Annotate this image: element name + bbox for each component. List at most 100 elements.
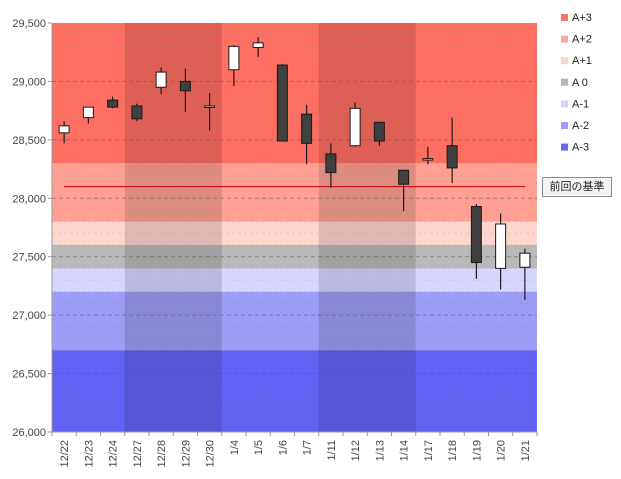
x-tick-label: 1/7 (302, 440, 314, 455)
candle-body (422, 158, 434, 161)
shaded-period-1 (124, 23, 222, 432)
candle-1-12 (349, 102, 361, 147)
legend-label: A+2 (572, 34, 592, 46)
legend-swatch (561, 57, 568, 65)
candle-1-4 (228, 45, 240, 87)
legend-swatch (561, 143, 568, 151)
legend-swatch (561, 100, 568, 108)
candle-body (373, 121, 385, 142)
legend-label: A-1 (572, 98, 589, 110)
x-tick-label: 1/4 (229, 440, 241, 455)
level-bands (52, 23, 537, 432)
legend-item-a+2: A+2 (561, 34, 592, 46)
candle-body (398, 169, 410, 185)
x-tick-label: 12/23 (83, 440, 95, 468)
y-tick-label: 26,500 (12, 369, 46, 381)
candle-body (325, 153, 337, 174)
candle-1-18 (446, 117, 458, 184)
candle-1-6 (276, 63, 288, 142)
legend: A+3 A+2 A+1 A 0 A-1 A-2 A-3 (561, 12, 592, 154)
candle-body (155, 71, 167, 88)
candle-1-11 (325, 143, 337, 188)
candle-12-27 (131, 103, 143, 122)
candle-1-13 (373, 121, 385, 146)
band-a+2 (52, 163, 537, 222)
candle-body (179, 80, 191, 92)
candle-body (82, 106, 94, 119)
candle-1-21 (519, 248, 531, 300)
candle-1-20 (495, 213, 507, 290)
legend-swatch (561, 122, 568, 129)
candle-body (301, 113, 313, 144)
x-tick-label: 12/22 (59, 440, 71, 468)
x-tick-label: 1/5 (253, 440, 265, 455)
legend-label: A-2 (572, 120, 589, 132)
x-tick-label: 1/21 (520, 440, 532, 461)
x-tick-label: 1/11 (326, 440, 338, 461)
y-tick-label: 27,000 (12, 310, 46, 322)
y-tick-label: 28,500 (12, 135, 46, 147)
candle-1-14 (398, 169, 410, 212)
candle-1-19 (470, 204, 482, 279)
y-tick-label: 27,500 (12, 252, 46, 264)
legend-item-a-2: A-2 (561, 120, 589, 132)
candle-body (107, 99, 119, 108)
candle-body (276, 64, 288, 142)
candle-12-29 (179, 68, 191, 112)
y-tick-label: 29,500 (12, 18, 46, 30)
reference-label: 前回の基準 (542, 177, 612, 197)
x-tick-label: 12/24 (108, 440, 120, 468)
candle-1-7 (301, 104, 313, 165)
x-tick-label: 12/30 (205, 440, 217, 468)
band-a-2 (52, 291, 537, 351)
x-tick-label: 1/19 (471, 440, 483, 461)
x-tick-label: 12/27 (132, 440, 144, 468)
y-tick-label: 29,000 (12, 76, 46, 88)
x-tick-label: 12/28 (156, 440, 168, 468)
candle-body (519, 252, 531, 268)
legend-swatch (561, 78, 568, 86)
x-tick-labels: 12/22 12/23 12/24 12/27 12/28 12/29 12/30 1/4 1/… (59, 440, 532, 468)
candle-body (495, 223, 507, 269)
band-a0 (52, 245, 537, 269)
legend-label: A+3 (572, 12, 592, 24)
x-tick-label: 1/14 (399, 440, 411, 461)
shaded-period-2 (318, 23, 416, 432)
candle-body (349, 107, 361, 147)
y-tick-labels: 26,000 26,500 27,000 27,500 28,000 28,500 29,0… (12, 18, 46, 439)
legend-swatch (561, 14, 568, 21)
candle-12-30 (204, 93, 216, 131)
legend-label: A+1 (572, 55, 592, 67)
candle-12-23 (82, 106, 94, 124)
candle-body (470, 205, 482, 264)
legend-label: A 0 (572, 77, 588, 89)
y-tick-label: 26,000 (12, 427, 46, 439)
candle-12-22 (58, 121, 70, 144)
x-tick-label: 1/20 (496, 440, 508, 461)
legend-item-a0: A 0 (561, 77, 588, 89)
legend-swatch (561, 35, 568, 43)
y-tick-label: 28,000 (12, 193, 46, 205)
candle-body (446, 145, 458, 169)
x-tick-label: 1/12 (350, 440, 362, 461)
candle-12-28 (155, 67, 167, 95)
x-tick-label: 1/18 (447, 440, 459, 461)
band-a-3 (52, 350, 537, 432)
legend-item-a+3: A+3 (561, 12, 592, 24)
candle-1-17 (422, 146, 434, 165)
candle-12-24 (107, 96, 119, 109)
band-a+1 (52, 221, 537, 246)
candle-body (58, 125, 70, 134)
candles (58, 37, 531, 300)
candle-body (204, 105, 216, 108)
legend-item-a+1: A+1 (561, 55, 592, 67)
x-tick-label: 1/17 (423, 440, 435, 461)
legend-label: A-3 (572, 142, 589, 154)
legend-item-a-3: A-3 (561, 142, 589, 154)
x-tick-label: 12/29 (180, 440, 192, 468)
candle-body (252, 42, 264, 49)
candle-body (228, 45, 240, 71)
band-a-1 (52, 268, 537, 292)
legend-item-a-1: A-1 (561, 98, 589, 110)
